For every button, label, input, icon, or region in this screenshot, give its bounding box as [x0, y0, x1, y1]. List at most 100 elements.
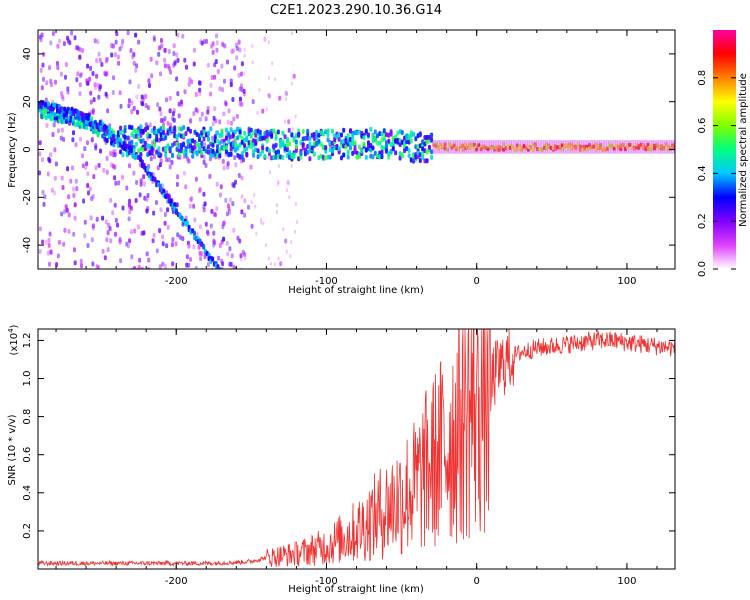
spectrogram-cell — [113, 175, 117, 181]
spectrogram-cell — [299, 151, 303, 157]
spectrogram-cell — [98, 86, 102, 92]
x-tick-label: -200 — [165, 276, 188, 287]
spectrogram-cell — [209, 83, 213, 88]
spectrogram-cell — [171, 261, 175, 267]
spectrogram-cell — [380, 131, 384, 137]
spectrogram-cell — [48, 261, 51, 267]
spectrogram-cell — [222, 220, 226, 226]
spectrogram-cell — [229, 151, 233, 157]
spectrogram-cell — [189, 118, 193, 124]
spectrogram-cell — [134, 128, 138, 134]
spectrogram-cell — [233, 65, 237, 71]
spectrogram-cell — [481, 139, 485, 154]
spectrogram-cell — [551, 139, 555, 154]
spectrogram-cell — [94, 145, 98, 151]
spectrogram-cell — [202, 136, 206, 142]
spectrogram-cell — [78, 54, 82, 60]
spectrogram-cell — [267, 155, 270, 160]
spectrogram-cell — [243, 252, 247, 257]
spectrogram-cell — [150, 150, 154, 156]
spectrogram-cell — [218, 86, 222, 92]
spectrogram-cell — [475, 139, 479, 154]
spectrogram-cell — [376, 153, 379, 159]
spectrogram-cell — [215, 47, 219, 53]
spectrogram-cell — [161, 234, 164, 240]
spectrogram-cell — [45, 80, 49, 86]
spectrogram-cell — [44, 108, 48, 114]
spectrogram-cell — [252, 152, 256, 158]
spectrogram-cell — [194, 92, 198, 97]
colorbar-tick-label: 0.2 — [697, 213, 708, 229]
spectrogram-cell — [669, 139, 672, 154]
spectrogram-cell — [567, 139, 571, 154]
spectrogram-cell — [64, 74, 67, 80]
spectrogram-cell — [511, 144, 515, 149]
spectrogram-cell — [468, 142, 472, 147]
spectrogram-cell — [161, 261, 165, 267]
spectrogram-cell — [218, 140, 222, 146]
spectrogram-cell — [202, 146, 206, 152]
spectrogram-cell — [267, 75, 270, 80]
spectrogram-cell — [434, 139, 438, 154]
spectrogram-cell — [116, 222, 119, 228]
spectrogram-cell — [253, 193, 256, 198]
spectrogram-cell — [206, 62, 210, 68]
spectrogram-cell — [463, 142, 467, 147]
spectrogram-cell — [177, 152, 181, 158]
spectrogram-cell — [222, 236, 226, 242]
spectrogram-cell — [229, 127, 233, 132]
spectrogram-cell — [291, 127, 294, 132]
spectrogram-cell — [308, 145, 312, 151]
spectrogram-cell — [119, 258, 123, 264]
spectrogram-cell — [55, 262, 59, 268]
spectrogram-cell — [46, 171, 50, 177]
spectrogram-cell — [45, 122, 49, 128]
spectrogram-cell — [168, 126, 172, 132]
spectrogram-cell — [407, 148, 411, 153]
spectrogram-cell — [308, 136, 312, 142]
spectrogram-cell — [536, 146, 539, 151]
spectrogram-cell — [303, 147, 307, 153]
spectrogram-cell — [241, 194, 244, 198]
spectrogram-cell — [227, 108, 231, 114]
spectrogram-cell — [114, 180, 118, 186]
spectrogram-cell — [50, 187, 54, 193]
spectrogram-cell — [164, 147, 168, 153]
spectrogram-cell — [355, 154, 359, 160]
spectrogram-cell — [49, 249, 53, 255]
spectrogram-cell — [452, 143, 456, 148]
spectrogram-cell — [261, 135, 265, 141]
spectrogram-cell — [83, 233, 87, 239]
spectrogram-cell — [97, 51, 101, 57]
spectrogram-cell — [152, 143, 156, 149]
spectrogram-cell — [102, 167, 106, 173]
spectrogram-cell — [583, 144, 587, 149]
spectrogram-cell — [288, 150, 292, 155]
spectrogram-cell — [100, 62, 104, 67]
spectrogram-cell — [53, 147, 57, 153]
x-tick-label: 0 — [474, 576, 480, 587]
spectrogram-cell — [157, 151, 161, 157]
spectrogram-cell — [477, 143, 481, 148]
spectrogram-cell — [75, 186, 79, 192]
spectrogram-cell — [497, 147, 501, 152]
spectrogram-cell — [504, 139, 508, 154]
spectrogram-cell — [225, 127, 228, 133]
spectrogram-cell — [182, 149, 186, 155]
spectrogram-cell — [569, 142, 573, 147]
spectrogram-cell — [211, 121, 215, 127]
spectrogram-cell — [158, 162, 162, 168]
spectrogram-cell — [176, 57, 180, 63]
spectrogram-cell — [89, 90, 93, 96]
spectrogram-cell — [560, 147, 564, 152]
spectrogram-cell — [346, 138, 350, 144]
spectrogram-cell — [107, 222, 111, 228]
spectrogram-cell — [286, 180, 290, 186]
spectrogram-cell — [349, 145, 352, 151]
spectrogram-cell — [182, 142, 186, 148]
spectrogram-cell — [287, 119, 291, 125]
spectrogram-cell — [166, 143, 170, 149]
spectrogram-cell — [502, 142, 506, 147]
spectrogram-cell — [267, 92, 270, 97]
spectrogram-cell — [216, 130, 219, 136]
